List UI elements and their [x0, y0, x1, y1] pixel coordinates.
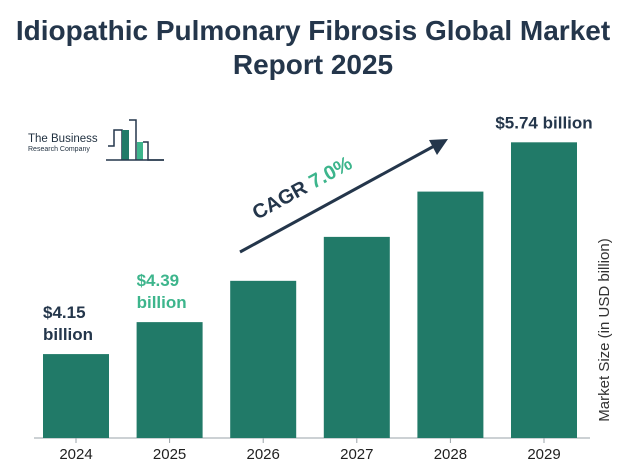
cagr-annotation: CAGR 7.0%: [249, 152, 356, 224]
cagr-arrow-line: [239, 143, 437, 254]
x-tick-label-2026: 2026: [247, 446, 280, 463]
x-tick-label-2025: 2025: [153, 446, 186, 463]
data-label-2029-line-1: $5.74 billion: [495, 113, 592, 132]
x-tick-label-2027: 2027: [340, 446, 373, 463]
data-label-2025-line-2: billion: [137, 293, 187, 312]
logo-bars-icon: [106, 119, 164, 161]
bar-2029: [511, 142, 577, 439]
chart-title-line-2: Report 2025: [232, 49, 394, 80]
data-label-2025-line-1: $4.39: [137, 271, 180, 290]
x-tick-label-2024: 2024: [59, 446, 92, 463]
chart-title-line-1: Idiopathic Pulmonary Fibrosis Global Mar…: [15, 15, 611, 46]
bar-2024: [43, 354, 109, 438]
x-tick-label-2028: 2028: [434, 446, 467, 463]
y-axis-label: Market Size (in USD billion): [596, 238, 613, 421]
bar-2027: [323, 236, 390, 438]
cagr-text: CAGR 7.0%: [249, 152, 356, 224]
chart-title: Idiopathic Pulmonary Fibrosis Global Mar…: [0, 14, 626, 82]
bar-2025: [136, 322, 203, 438]
company-logo: The Business Research Company: [28, 116, 168, 166]
cagr-value: 7.0%: [305, 152, 356, 193]
logo-text-line-1: The Business: [28, 133, 98, 145]
data-label-2024-line-1: $4.15: [43, 303, 86, 322]
data-label-2024-line-2: billion: [43, 325, 93, 344]
x-tick-label-2029: 2029: [527, 446, 560, 463]
bar-2026: [230, 280, 297, 438]
logo-text-line-2: Research Company: [28, 146, 90, 153]
bar-2028: [417, 191, 484, 438]
cagr-arrow-head: [429, 139, 448, 155]
